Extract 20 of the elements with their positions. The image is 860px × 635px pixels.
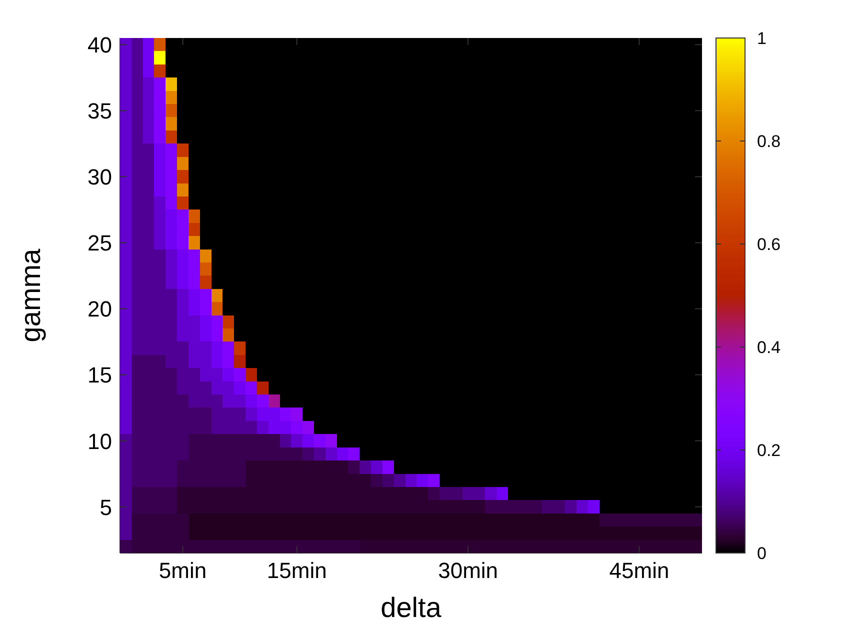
- y-tick-label: 35: [88, 98, 112, 124]
- color-bar-label: 1: [757, 29, 766, 48]
- color-bar-label: 0: [757, 544, 766, 563]
- y-tick-label: 40: [88, 32, 112, 58]
- y-tick-label: 10: [88, 428, 112, 454]
- x-axis-title: delta: [380, 592, 442, 623]
- color-bar-label: 0.6: [757, 235, 781, 254]
- x-tick-label: 5min: [158, 558, 207, 583]
- y-tick-label: 30: [88, 164, 112, 190]
- y-axis-title: gamma: [15, 248, 46, 342]
- x-tick-label: 30min: [438, 558, 498, 583]
- color-bar-label: 0.4: [757, 338, 781, 357]
- color-bar-label: 0.2: [757, 441, 781, 460]
- y-tick-label: 25: [88, 230, 112, 256]
- x-tick-label: 45min: [609, 558, 670, 583]
- y-tick-label: 5: [100, 494, 112, 520]
- color-bar-label: 0.8: [757, 132, 781, 151]
- y-tick-label: 15: [88, 362, 112, 388]
- y-tick-label: 20: [88, 296, 112, 322]
- x-tick-label: 15min: [266, 558, 327, 583]
